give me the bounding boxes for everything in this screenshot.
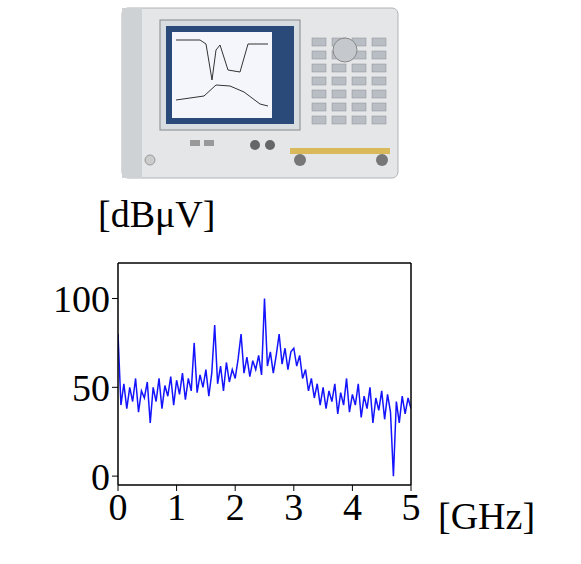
svg-text:3: 3 bbox=[284, 486, 303, 528]
svg-text:1: 1 bbox=[167, 486, 186, 528]
svg-text:4: 4 bbox=[343, 486, 362, 528]
svg-text:5: 5 bbox=[402, 486, 421, 528]
svg-text:0: 0 bbox=[109, 486, 128, 528]
svg-text:100: 100 bbox=[53, 278, 110, 320]
svg-text:2: 2 bbox=[226, 486, 245, 528]
svg-text:50: 50 bbox=[72, 367, 110, 409]
html-text:[GHz]: [GHz] bbox=[438, 495, 536, 537]
svg-text:0: 0 bbox=[91, 456, 110, 498]
html-text:[dBμV]: [dBμV] bbox=[98, 193, 216, 235]
